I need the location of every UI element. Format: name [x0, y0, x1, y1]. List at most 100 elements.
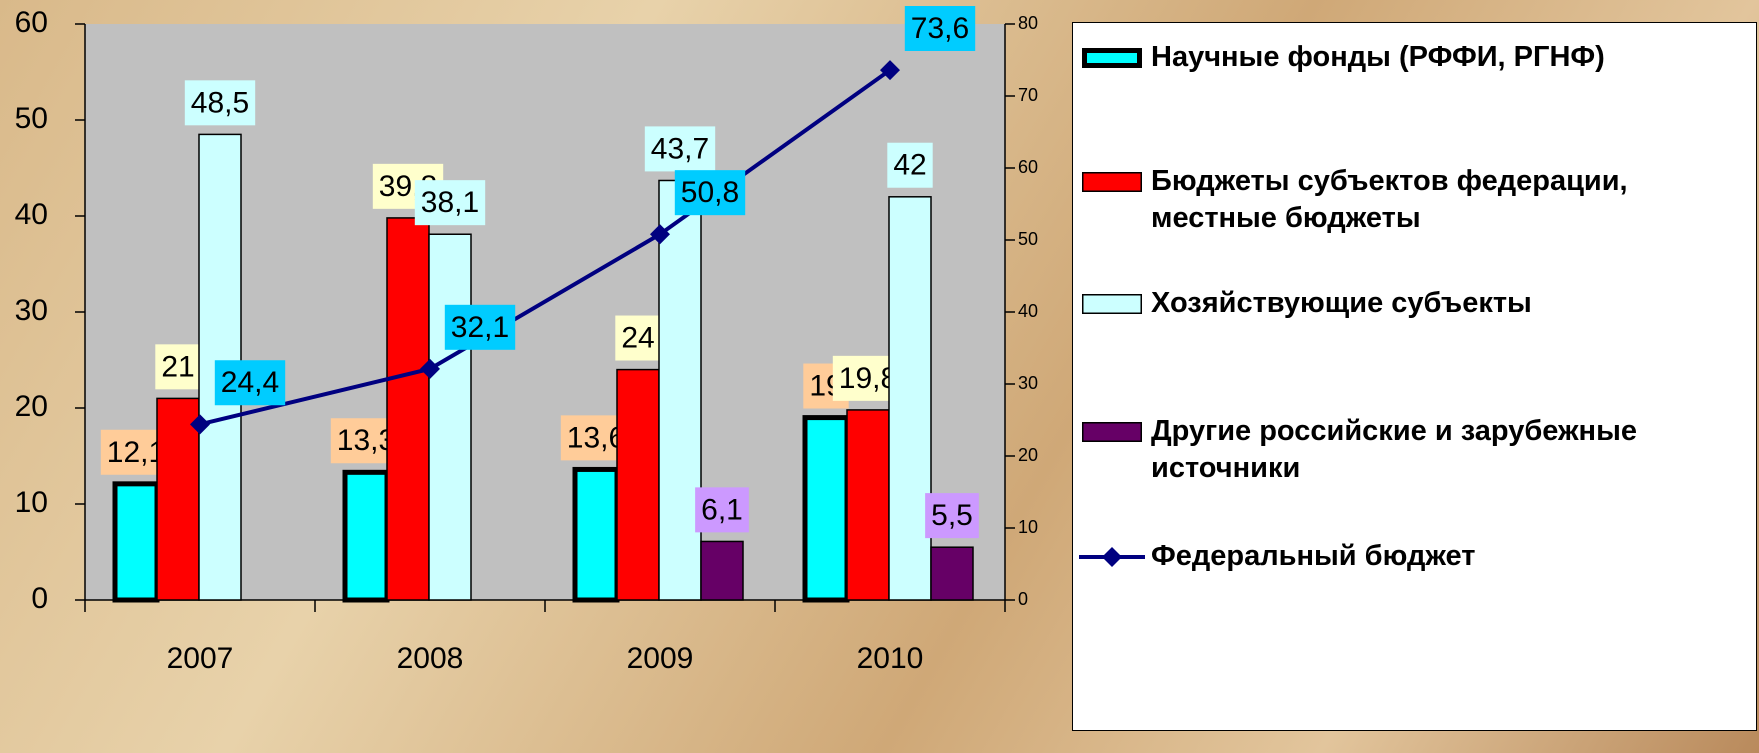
bar: [846, 409, 890, 601]
x-tick-label: 2009: [627, 642, 694, 675]
bar: [112, 481, 160, 603]
line-marker: [650, 224, 670, 245]
data-label-box: [444, 304, 516, 350]
bar: [802, 415, 850, 603]
data-label: 32,1: [451, 311, 509, 344]
data-label-box: [155, 344, 201, 390]
legend-label: Бюджеты субъектов федерации, местные бюд…: [1151, 165, 1628, 234]
legend-symbol: [1079, 547, 1145, 567]
bar: [700, 540, 744, 601]
data-label-box: [615, 315, 661, 361]
data-label-box: [674, 170, 746, 216]
data-label: 21: [161, 350, 194, 383]
data-label-box: [904, 6, 976, 52]
data-label: 48,5: [191, 86, 249, 119]
x-tick-label: 2010: [857, 642, 924, 675]
legend-item: Научные фонды (РФФИ, РГНФ): [1079, 39, 1751, 76]
legend-item: Другие российские и зарубежные источники: [1079, 413, 1751, 487]
y2-tick-label: 60: [1018, 157, 1038, 177]
legend-item: Бюджеты субъектов федерации, местные бюд…: [1079, 163, 1751, 237]
bar: [888, 196, 932, 601]
line-marker: [880, 60, 900, 81]
data-label: 12,1: [107, 436, 165, 469]
y2-tick-label: 40: [1018, 301, 1038, 321]
data-label: 5,5: [931, 499, 973, 532]
data-label-group: 42: [887, 142, 933, 188]
data-label: 42: [893, 149, 926, 182]
data-label: 73,6: [911, 12, 969, 45]
data-label-group: 24,4: [214, 360, 286, 406]
y2-tick-label: 0: [1018, 589, 1028, 609]
legend-swatch: [1082, 172, 1142, 192]
data-label-group: 50,8: [674, 170, 746, 216]
bar: [658, 179, 702, 601]
data-label-group: 21: [155, 344, 201, 390]
legend: Научные фонды (РФФИ, РГНФ) Бюджеты субъек…: [1072, 22, 1757, 731]
bar: [428, 233, 472, 601]
data-label: 19,8: [839, 362, 897, 395]
bar: [616, 368, 660, 601]
y2-tick-label: 70: [1018, 85, 1038, 105]
y-tick-label: 40: [15, 198, 48, 231]
y2-tick-label: 20: [1018, 445, 1038, 465]
line-marker: [190, 414, 210, 435]
chart: 0 10 20 30 40 50 60 0 10 20 30 40 50 60 70 80 2007 2008 20…: [15, 6, 1038, 675]
data-label-group: 24: [615, 315, 661, 361]
x-tick-label: 2008: [397, 642, 464, 675]
data-label-box: [414, 180, 486, 226]
y-tick-label: 30: [15, 294, 48, 327]
legend-label: Хозяйствующие субъекты: [1151, 287, 1532, 319]
bar: [386, 217, 430, 601]
line: [199, 68, 892, 427]
data-label-box: [887, 142, 933, 188]
legend-symbol: [1082, 422, 1142, 442]
data-label: 13,3: [337, 424, 395, 457]
data-label: 50,8: [681, 176, 739, 209]
data-label: 24,4: [221, 366, 279, 399]
data-label-group: 48,5: [184, 80, 256, 126]
legend-symbol: [1082, 48, 1142, 68]
y-tick-label: 10: [15, 486, 48, 519]
legend-swatch: [1082, 48, 1142, 68]
legend-item: Федеральный бюджет: [1079, 538, 1751, 575]
data-label-group: 43,7: [644, 126, 716, 172]
legend-symbol: [1082, 294, 1142, 314]
data-label-box: [214, 360, 286, 406]
data-label: 6,1: [701, 493, 743, 526]
data-label: 13,6: [567, 421, 625, 454]
legend-label: Научные фонды (РФФИ, РГНФ): [1151, 41, 1605, 73]
data-label: 38,1: [421, 186, 479, 219]
data-label-group: 5,5: [925, 493, 979, 539]
y2-tick-label: 80: [1018, 13, 1038, 33]
legend-marker: [1102, 547, 1122, 567]
y-tick-label: 50: [15, 102, 48, 135]
line-marker: [420, 358, 440, 379]
y-tick-label: 20: [15, 390, 48, 423]
data-label-box: [925, 493, 979, 539]
legend-item: Хозяйствующие субъекты: [1079, 285, 1751, 322]
data-label-group: 73,6: [904, 6, 976, 52]
data-label: 24: [621, 322, 654, 355]
y2-tick-label: 50: [1018, 229, 1038, 249]
y2-tick-label: 30: [1018, 373, 1038, 393]
data-label-group: 38,1: [414, 180, 486, 226]
data-label: 43,7: [651, 132, 709, 165]
bar: [572, 466, 620, 603]
data-label-group: 32,1: [444, 304, 516, 350]
legend-symbol: [1082, 172, 1142, 192]
y-tick-label: 60: [15, 6, 48, 39]
data-label-box: [184, 80, 256, 126]
data-label-box: [695, 487, 749, 533]
x-tick-label: 2007: [167, 642, 234, 675]
data-label-group: 13,3: [330, 418, 402, 464]
legend-label: Федеральный бюджет: [1151, 540, 1476, 572]
legend-swatch: [1082, 422, 1142, 442]
bar: [342, 469, 390, 603]
legend-label: Другие российские и зарубежные источники: [1151, 415, 1637, 484]
y-tick-label: 0: [31, 582, 48, 615]
y2-tick-label: 10: [1018, 517, 1038, 537]
bar: [156, 397, 200, 601]
data-label-box: [644, 126, 716, 172]
legend-swatch: [1082, 294, 1142, 314]
